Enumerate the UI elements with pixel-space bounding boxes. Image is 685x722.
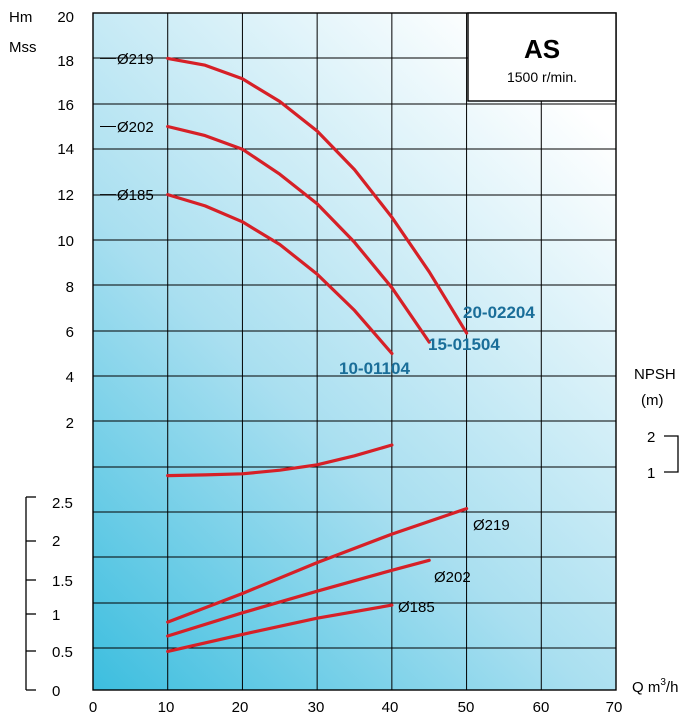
head-axis-label-hm: Hm [9, 9, 32, 26]
x-tick-60: 60 [533, 699, 550, 716]
plot-area [93, 13, 616, 690]
model-box-subtitle: 1500 r/min. [507, 69, 577, 85]
head-tick-4: 4 [66, 369, 74, 386]
x-tick-50: 50 [458, 699, 475, 716]
npsh-tick-2: 2 [647, 429, 655, 446]
power-curve-d185 [166, 603, 394, 653]
power-label-185: Ø185 [398, 599, 435, 616]
npsh-curve [166, 443, 394, 478]
npsh-axis-label: NPSH [634, 366, 676, 383]
x-axis-label: Q m3/h [632, 677, 678, 696]
npsh-axis-bracket [664, 435, 679, 473]
head-curve-d202 [166, 124, 431, 344]
model-label-20-02204: 20-02204 [463, 303, 535, 322]
x-axis-label-tail: /h [666, 679, 679, 696]
model-label-15-01504: 15-01504 [428, 335, 500, 354]
power-axis-ticks: 2.5 2 1.5 1 0.5 0 [52, 495, 73, 700]
model-box-title: AS [524, 34, 560, 64]
x-tick-20: 20 [232, 699, 249, 716]
head-curve-d219 [166, 56, 469, 335]
head-diameter-labels: Ø219 Ø202 Ø185 [117, 51, 154, 204]
head-label-219: Ø219 [117, 51, 154, 68]
curves [100, 56, 469, 653]
power-label-219: Ø219 [473, 517, 510, 534]
x-axis-ticks: 0 10 20 30 40 50 60 70 [89, 699, 623, 716]
head-axis-label-mss: Mss [9, 39, 37, 56]
model-box [467, 12, 617, 102]
x-tick-10: 10 [158, 699, 175, 716]
power-tick-2: 2 [52, 533, 60, 550]
grid-lines [92, 12, 617, 691]
power-axis [25, 496, 36, 691]
npsh-axis-unit: (m) [641, 392, 664, 409]
x-axis-label-sup: 3 [660, 677, 666, 688]
head-tick-8: 8 [66, 279, 74, 296]
head-curve-d185 [166, 193, 394, 356]
head-tick-14: 14 [57, 141, 74, 158]
x-tick-0: 0 [89, 699, 97, 716]
power-curve-d202 [166, 558, 431, 638]
power-tick-0.5: 0.5 [52, 644, 73, 661]
head-tick-12: 12 [57, 187, 74, 204]
model-label-10-01104: 10-01104 [339, 359, 410, 378]
head-tick-2: 2 [66, 415, 74, 432]
power-tick-1.5: 1.5 [52, 573, 73, 590]
model-labels: 20-02204 15-01504 10-01104 [339, 303, 535, 378]
x-tick-70: 70 [606, 699, 623, 716]
x-axis-label-q: Q m [632, 679, 660, 696]
npsh-tick-1: 1 [647, 465, 655, 482]
head-label-185: Ø185 [117, 187, 154, 204]
head-axis-ticks: 20 18 16 14 12 10 8 6 4 2 [57, 9, 74, 432]
power-tick-2.5: 2.5 [52, 495, 73, 512]
head-tick-20: 20 [57, 9, 74, 26]
head-tick-16: 16 [57, 97, 74, 114]
power-tick-0: 0 [52, 683, 60, 700]
x-tick-30: 30 [308, 699, 325, 716]
head-label-202: Ø202 [117, 119, 154, 136]
power-diameter-labels: Ø219 Ø202 Ø185 [398, 517, 510, 616]
plot-border [92, 12, 617, 691]
head-tick-6: 6 [66, 324, 74, 341]
x-tick-40: 40 [382, 699, 399, 716]
head-tick-10: 10 [57, 233, 74, 250]
power-tick-1: 1 [52, 607, 60, 624]
head-tick-18: 18 [57, 53, 74, 70]
power-curve-d219 [166, 507, 469, 624]
power-label-202: Ø202 [434, 569, 471, 586]
